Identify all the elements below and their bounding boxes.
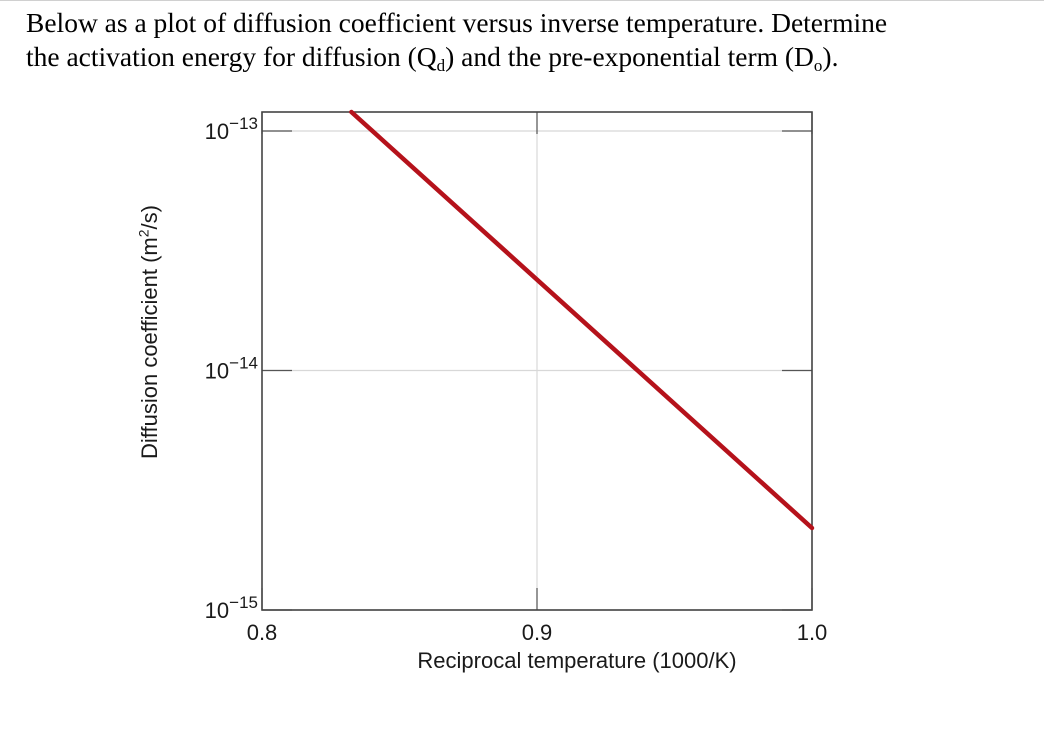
y-tick-base: 10 bbox=[205, 598, 229, 623]
y-tick-label: 10−15 bbox=[205, 593, 258, 623]
data-series-line bbox=[349, 109, 815, 531]
x-tick-label: 0.9 bbox=[522, 620, 553, 645]
top-divider bbox=[0, 0, 1044, 1]
question-text: Below as a plot of diffusion coefficient… bbox=[26, 6, 1026, 74]
question-line-2-part-a: the activation energy for diffusion (Q bbox=[26, 41, 437, 72]
x-axis-label: Reciprocal temperature (1000/K) bbox=[417, 648, 736, 673]
y-tick-base: 10 bbox=[205, 358, 229, 383]
question-line-1: Below as a plot of diffusion coefficient… bbox=[26, 7, 888, 38]
x-tick-label: 1.0 bbox=[797, 620, 828, 645]
y-tick-base: 10 bbox=[205, 119, 229, 144]
y-tick-label: 10−14 bbox=[205, 353, 258, 383]
y-tick-exponent: −15 bbox=[229, 593, 258, 612]
y-tick-exponent: −13 bbox=[229, 114, 258, 133]
question-line-2-part-c: ). bbox=[822, 41, 839, 72]
x-tick-label: 0.8 bbox=[247, 620, 278, 645]
question-line-2: the activation energy for diffusion (Qd)… bbox=[26, 40, 1026, 74]
subscript-d: d bbox=[436, 56, 446, 75]
plot-frame bbox=[261, 111, 813, 611]
y-tick-exponent: −14 bbox=[229, 353, 258, 372]
question-line-2-part-b: ) and the pre-exponential term (D bbox=[445, 41, 814, 72]
y-tick-label: 10−13 bbox=[205, 114, 258, 144]
subscript-o: o bbox=[813, 56, 823, 75]
